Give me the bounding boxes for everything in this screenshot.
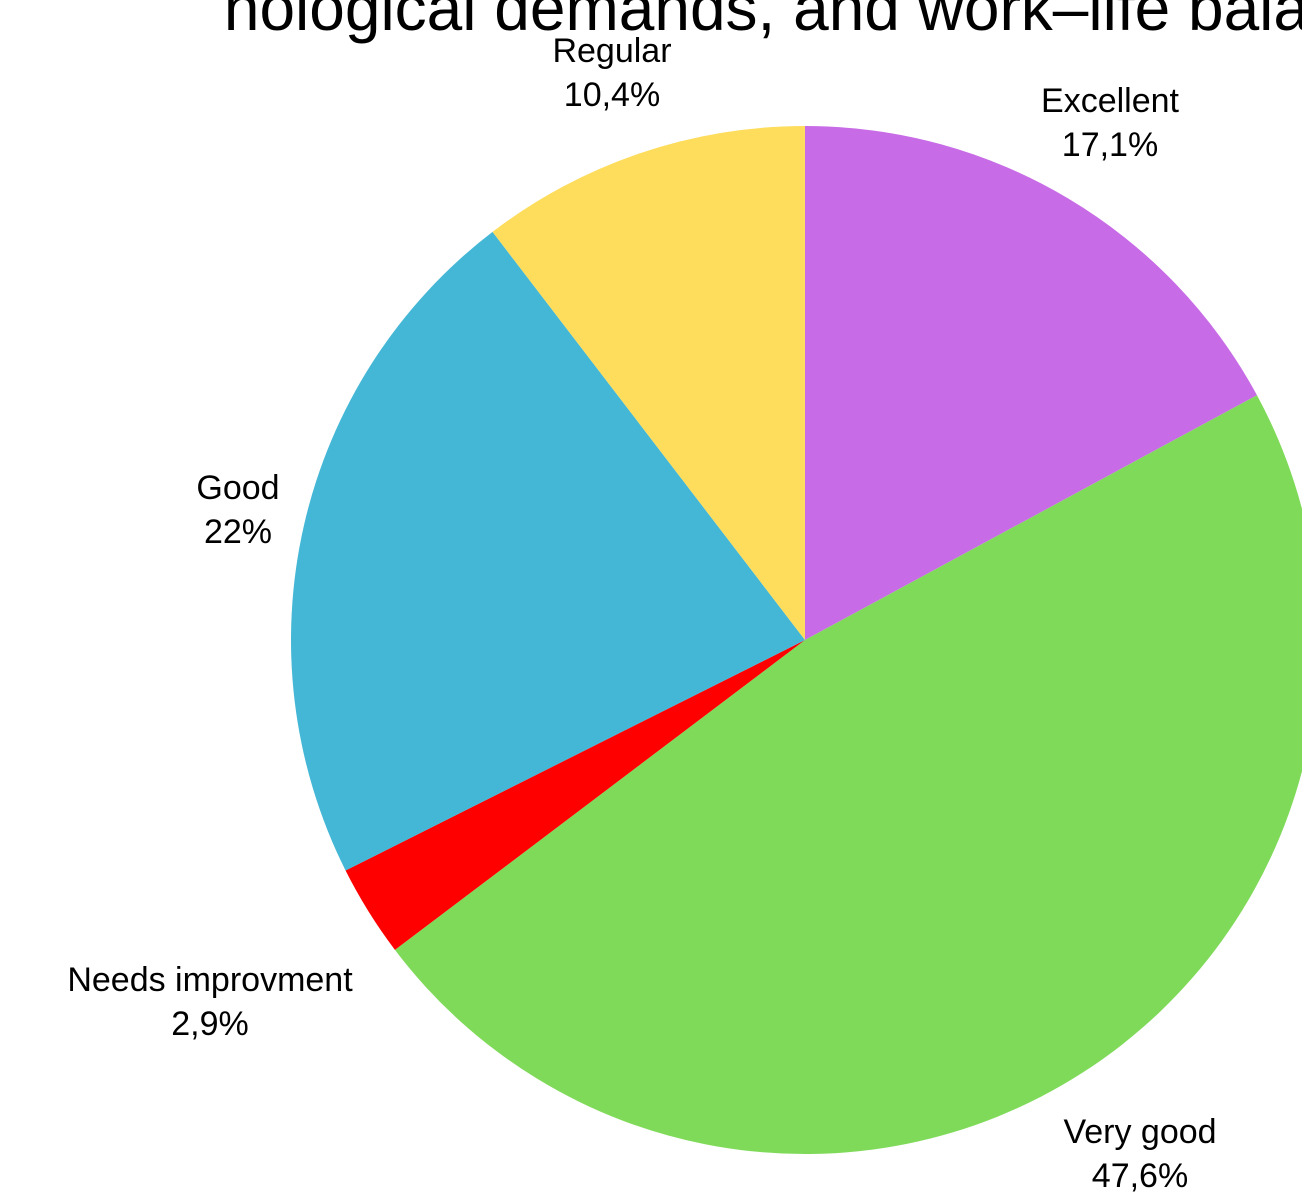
slice-regular [492, 126, 805, 640]
slice-label-regular: Regular [552, 32, 671, 70]
slice-excellent [805, 126, 1257, 640]
slice-label-excellent: Excellent [1041, 82, 1180, 120]
slice-very-good [394, 395, 1302, 1155]
chart-title: nological demands, and work–life balance [224, 0, 1302, 44]
slice-good [291, 231, 805, 871]
slice-label-good: Good [196, 469, 279, 507]
slice-value-excellent: 17,1% [1062, 126, 1158, 164]
slice-value-needs-improvment: 2,9% [171, 1005, 249, 1043]
pie-labels: Excellent 17,1% Very good 47,6% Needs improv… [67, 32, 1216, 1195]
slice-label-very-good: Very good [1063, 1113, 1216, 1151]
slice-value-regular: 10,4% [564, 76, 660, 114]
slice-needs-improvment [345, 640, 805, 950]
slice-label-needs-improvment: Needs improvment [67, 961, 353, 999]
slice-value-good: 22% [204, 513, 272, 551]
slice-value-very-good: 47,6% [1092, 1157, 1188, 1195]
pie-slices [291, 126, 1302, 1155]
